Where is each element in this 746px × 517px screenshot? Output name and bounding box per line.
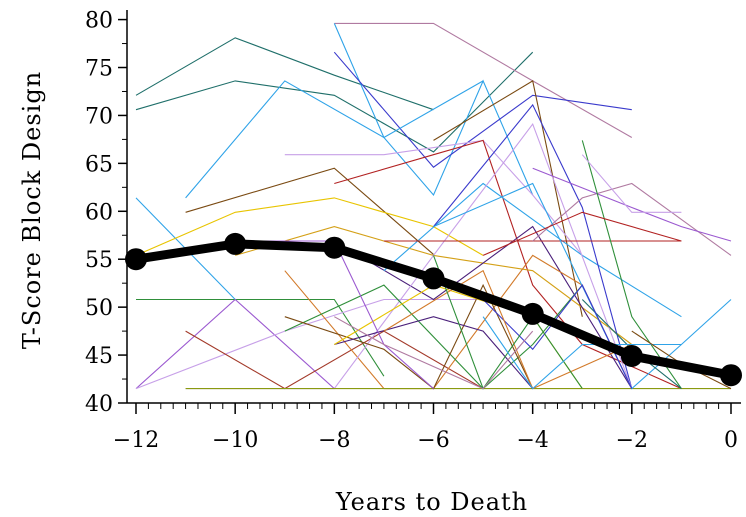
y-axis-title: T-Score Block Design [18, 71, 46, 349]
mean-series-point [422, 267, 445, 290]
individual-series-line-8 [185, 167, 434, 255]
mean-series-point [125, 248, 147, 271]
individual-series-line-11 [135, 298, 335, 390]
y-tick-label: 60 [85, 200, 113, 225]
individual-series-line-33 [482, 211, 682, 256]
individual-series-line-35 [235, 240, 434, 390]
individual-series-line-1 [135, 37, 434, 111]
individual-series-line-9 [433, 80, 583, 317]
mean-series-point [323, 236, 346, 259]
y-tick-label: 55 [85, 248, 113, 273]
individual-series-line-16 [334, 139, 682, 390]
axes-layer: 40 45 50 55 60 65 70 75 80 −12 −10 −8 −6 −4 −2 0 [85, 9, 741, 453]
x-tick-label: −10 [212, 428, 258, 453]
y-tick-label: 40 [85, 392, 113, 417]
individual-series-line-19 [383, 182, 682, 318]
x-tick-label: −4 [516, 428, 548, 453]
individual-series-line-26 [532, 182, 732, 256]
individual-series-line-39 [581, 154, 682, 213]
individual-series-line-13 [185, 330, 484, 390]
y-tick-label: 45 [85, 344, 113, 369]
individual-series-line-6 [185, 80, 484, 199]
individual-series-line-41 [334, 316, 534, 390]
y-tick-label: 50 [85, 296, 113, 321]
individual-series-line-3 [334, 22, 633, 138]
y-tick-label: 80 [85, 9, 113, 34]
mean-series-point [620, 345, 643, 367]
individual-series-line-22 [185, 122, 633, 390]
y-tick-label: 70 [85, 104, 113, 129]
mean-series-layer [125, 232, 742, 387]
x-axis-title: Years to Death [335, 488, 528, 516]
x-tick-label: −12 [113, 428, 159, 453]
individual-series-line-14 [135, 197, 484, 256]
individual-series-line-5 [333, 51, 632, 168]
individual-series-line-36 [482, 284, 633, 389]
individual-series-line-2 [135, 51, 534, 153]
y-tick-label: 75 [85, 57, 113, 82]
y-tick-label: 65 [85, 152, 113, 177]
x-tick-label: −6 [417, 428, 449, 453]
x-tick-label: −8 [318, 428, 350, 453]
individual-series-line-27 [532, 167, 732, 242]
mean-series-point [224, 232, 247, 255]
individual-series-line-12 [135, 298, 484, 390]
x-tick-label: −2 [616, 428, 648, 453]
individual-series-line-37 [383, 269, 633, 390]
mean-series-point [521, 302, 544, 325]
individual-series-line-40 [482, 316, 682, 390]
individual-series-line-20 [433, 103, 633, 389]
mean-series-point [720, 364, 742, 387]
x-tick-label: 0 [724, 428, 738, 453]
individual-series-layer [135, 22, 732, 390]
